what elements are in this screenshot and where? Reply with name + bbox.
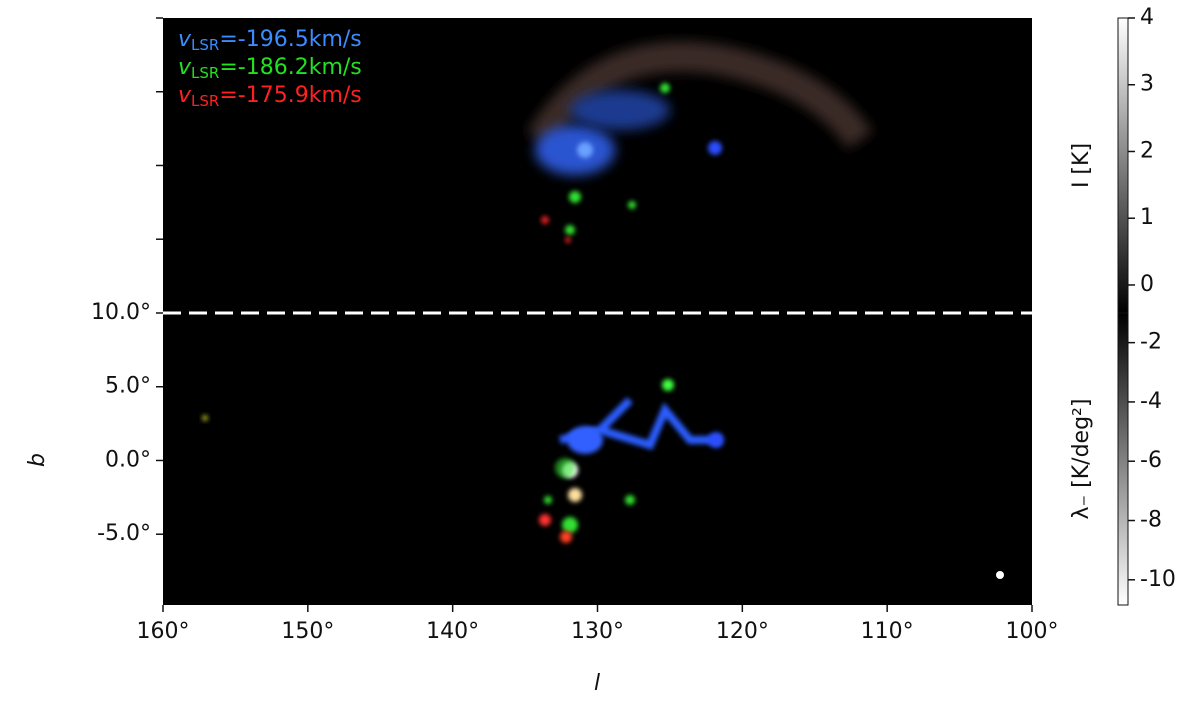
- y-tick-label: 10.0°: [91, 300, 151, 325]
- colorbar-tick-label: -4: [1140, 389, 1162, 414]
- colorbar-tick-label: -6: [1140, 448, 1162, 473]
- y-tick-label: 5.0°: [105, 374, 151, 399]
- colorbar-label: I [K]: [1069, 143, 1094, 188]
- colorbar-tick-label: 0: [1140, 272, 1154, 297]
- y-tick-label: -5.0°: [97, 521, 151, 546]
- y-axis-label: b: [25, 453, 50, 467]
- y-tick-label: 0.0°: [105, 447, 151, 472]
- emission-top: [527, 41, 873, 243]
- x-tick-label: 120°: [716, 619, 769, 644]
- x-tick-label: 100°: [1006, 619, 1059, 644]
- colorbar-tick-label: 2: [1140, 138, 1154, 163]
- emission-bottom: [202, 379, 724, 543]
- colorbar-bottom: [1117, 312, 1129, 606]
- legend-entry: vLSR=-186.2km/s: [178, 55, 362, 82]
- legend-entry: vLSR=-196.5km/s: [178, 27, 362, 54]
- colorbar-tick-label: -10: [1140, 567, 1176, 592]
- x-tick-label: 110°: [861, 619, 914, 644]
- legend-entry: vLSR=-175.9km/s: [178, 83, 362, 110]
- colorbar-tick-label: -2: [1140, 330, 1162, 355]
- colorbar-label: λ₋ [K/deg²]: [1069, 399, 1094, 520]
- x-tick-label: 130°: [571, 619, 624, 644]
- colorbar-tick-label: -8: [1140, 508, 1162, 533]
- colorbar-tick-label: 3: [1140, 72, 1154, 97]
- colorbar-tick-label: 4: [1140, 5, 1154, 30]
- x-tick-label: 140°: [426, 619, 479, 644]
- x-tick-label: 160°: [137, 619, 190, 644]
- colorbar-top: [1117, 17, 1129, 314]
- x-tick-label: 150°: [281, 619, 334, 644]
- beam: [996, 571, 1004, 579]
- x-axis-label: l: [594, 671, 600, 696]
- colorbar-tick-label: 1: [1140, 205, 1154, 230]
